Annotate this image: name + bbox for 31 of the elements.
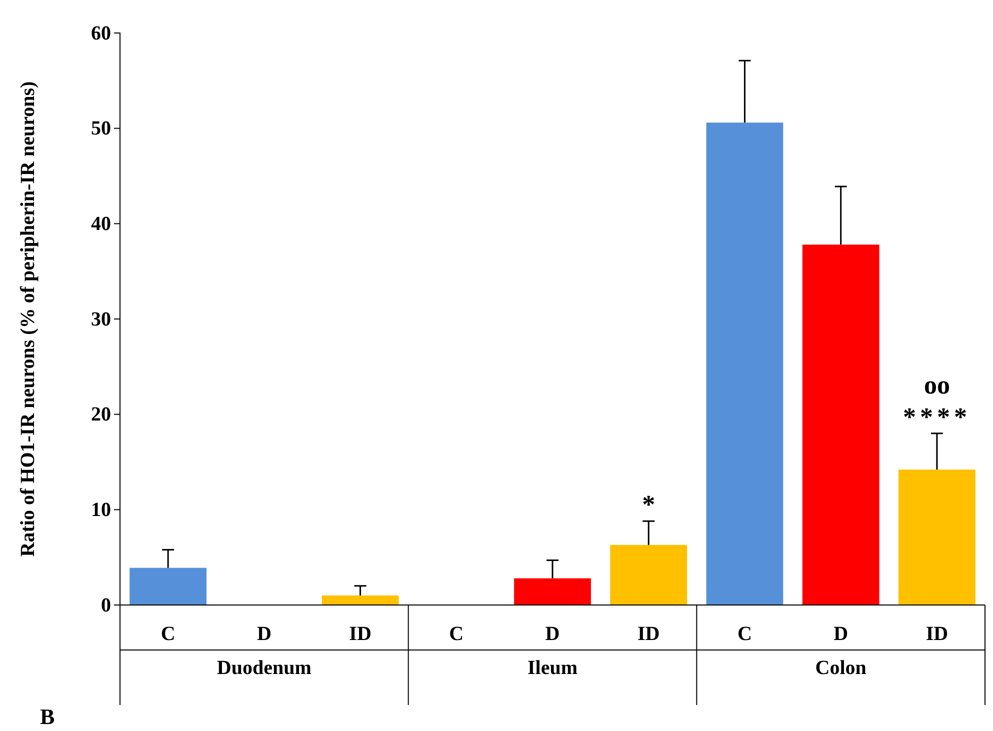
x-tick-label: ID — [926, 623, 948, 645]
x-tick-label: ID — [637, 623, 660, 645]
annotation: **** — [902, 402, 971, 432]
bar — [802, 244, 880, 605]
text: Colon — [815, 657, 866, 679]
y-tick-label: 0 — [101, 594, 111, 616]
bar — [322, 595, 399, 605]
bar — [610, 544, 688, 605]
x-tick-label: C — [449, 623, 464, 645]
x-tick-label: D — [545, 623, 560, 645]
text: Duodenum — [216, 657, 312, 679]
text: B — [40, 704, 55, 729]
y-tick-label: 40 — [91, 213, 111, 236]
x-tick-label: D — [834, 623, 848, 645]
text: Ileum — [528, 657, 578, 679]
y-axis-title: Ratio of HO1-IR neurons (% of peripherin-IR neurons) — [17, 81, 39, 557]
y-tick-label: 50 — [91, 118, 111, 140]
x-tick-label: C — [737, 623, 752, 645]
bar — [706, 122, 784, 605]
bar — [130, 568, 206, 605]
y-tick-label: 30 — [91, 308, 111, 330]
bar — [514, 578, 591, 605]
x-tick-label: ID — [349, 623, 372, 645]
x-tick-label: D — [256, 623, 272, 645]
bar — [898, 470, 976, 605]
x-tick-label: C — [160, 623, 176, 645]
y-tick-label: 20 — [91, 404, 111, 426]
y-tick-label: 60 — [91, 22, 111, 44]
annotation: oo — [924, 370, 950, 400]
y-tick-label: 10 — [91, 499, 111, 522]
annotation: * — [642, 490, 656, 520]
